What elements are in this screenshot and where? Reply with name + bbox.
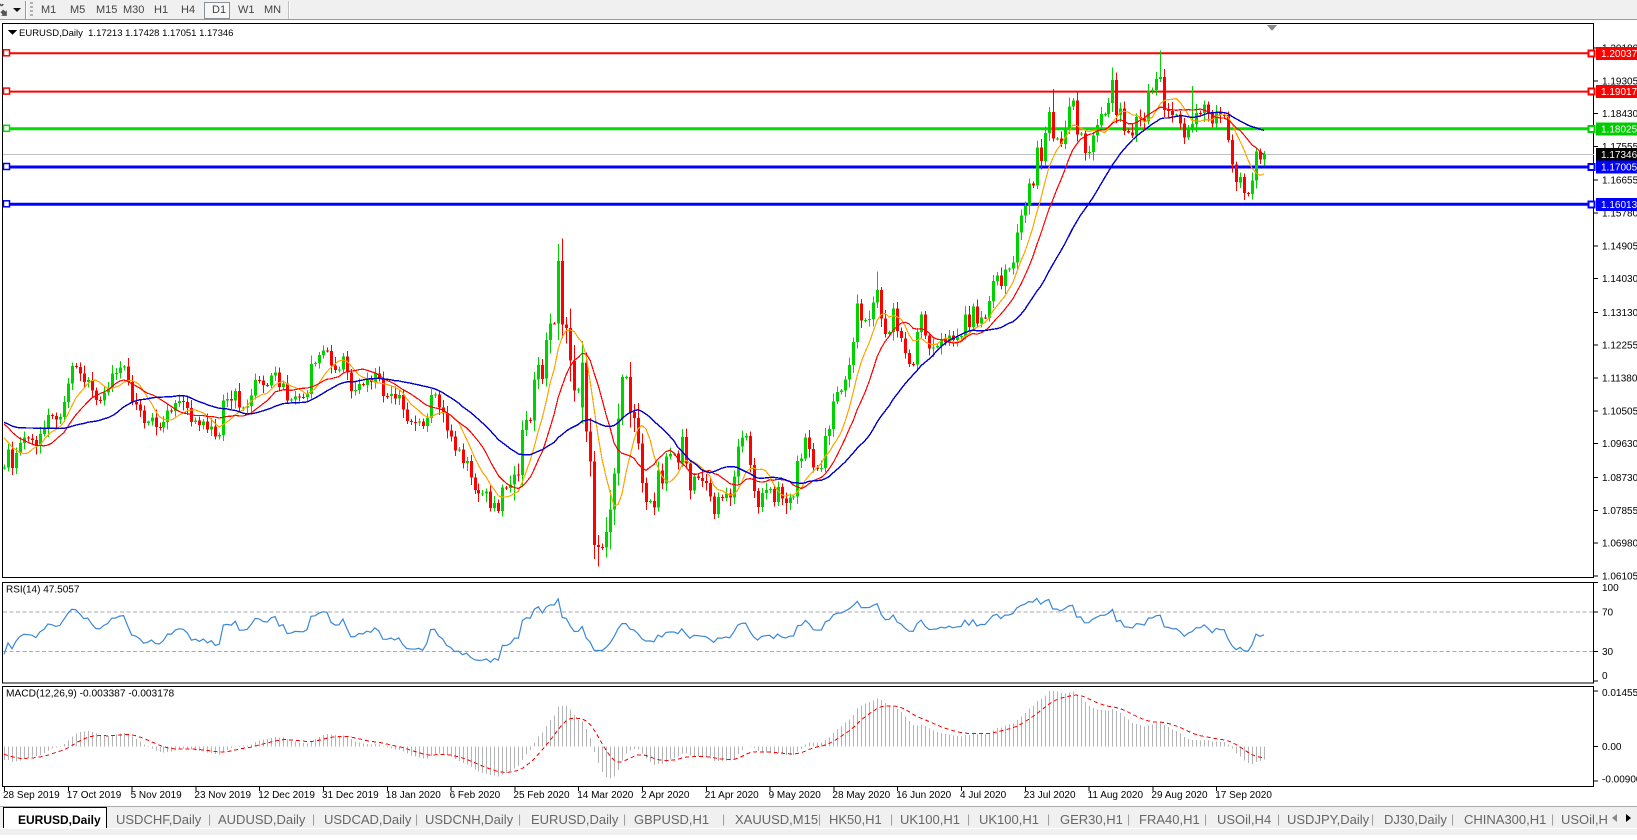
- svg-text:1.17555: 1.17555: [1602, 142, 1637, 153]
- svg-text:1.17346: 1.17346: [1601, 150, 1637, 161]
- svg-text:100: 100: [1602, 583, 1619, 594]
- svg-text:12 Dec 2019: 12 Dec 2019: [258, 790, 315, 801]
- svg-text:1.17005: 1.17005: [1601, 163, 1637, 174]
- svg-text:1.18025: 1.18025: [1601, 124, 1637, 135]
- svg-text:2 Apr 2020: 2 Apr 2020: [641, 790, 690, 801]
- svg-text:21 Apr 2020: 21 Apr 2020: [705, 790, 759, 801]
- svg-text:14 Mar 2020: 14 Mar 2020: [577, 790, 634, 801]
- svg-text:1.19017: 1.19017: [1601, 87, 1637, 98]
- svg-text:1.18430: 1.18430: [1602, 109, 1637, 120]
- svg-text:17 Sep 2020: 17 Sep 2020: [1215, 790, 1272, 801]
- svg-text:1.12255: 1.12255: [1602, 341, 1637, 352]
- svg-text:11 Aug 2020: 11 Aug 2020: [1088, 790, 1144, 801]
- svg-text:1.06980: 1.06980: [1602, 539, 1637, 550]
- svg-text:-0.009001: -0.009001: [1602, 775, 1637, 786]
- svg-text:23 Jul 2020: 23 Jul 2020: [1024, 790, 1076, 801]
- svg-text:1.15780: 1.15780: [1602, 209, 1637, 220]
- svg-text:25 Feb 2020: 25 Feb 2020: [513, 790, 570, 801]
- svg-text:1.13130: 1.13130: [1602, 308, 1637, 319]
- svg-text:16 Jun 2020: 16 Jun 2020: [896, 790, 951, 801]
- svg-text:28 May 2020: 28 May 2020: [832, 790, 890, 801]
- svg-text:1.16013: 1.16013: [1601, 200, 1637, 211]
- svg-text:EURUSD,Daily 1.17213 1.17428: EURUSD,Daily 1.17213 1.17428 1.17051 1.1…: [19, 28, 233, 39]
- svg-text:RSI(14) 47.5057: RSI(14) 47.5057: [6, 585, 80, 596]
- svg-text:1.16655: 1.16655: [1602, 176, 1637, 187]
- svg-text:0: 0: [1602, 671, 1608, 682]
- svg-text:1.09630: 1.09630: [1602, 439, 1637, 450]
- svg-text:18 Jan 2020: 18 Jan 2020: [386, 790, 441, 801]
- svg-text:28 Sep 2019: 28 Sep 2019: [3, 790, 60, 801]
- svg-text:9 May 2020: 9 May 2020: [769, 790, 822, 801]
- svg-text:1.10505: 1.10505: [1602, 406, 1637, 417]
- svg-text:29 Aug 2020: 29 Aug 2020: [1151, 790, 1208, 801]
- svg-text:30: 30: [1602, 647, 1614, 658]
- svg-text:1.20037: 1.20037: [1601, 49, 1637, 60]
- svg-text:MACD(12,26,9) -0.003387 -0.003: MACD(12,26,9) -0.003387 -0.003178: [6, 689, 175, 700]
- svg-text:17 Oct 2019: 17 Oct 2019: [67, 790, 122, 801]
- svg-text:70: 70: [1602, 608, 1614, 619]
- svg-text:5 Nov 2019: 5 Nov 2019: [131, 790, 183, 801]
- svg-text:6 Feb 2020: 6 Feb 2020: [450, 790, 501, 801]
- svg-text:1.19305: 1.19305: [1602, 76, 1637, 87]
- svg-text:1.14905: 1.14905: [1602, 241, 1637, 252]
- svg-text:31 Dec 2019: 31 Dec 2019: [322, 790, 379, 801]
- svg-text:0.014556: 0.014556: [1602, 688, 1637, 699]
- svg-text:1.07855: 1.07855: [1602, 506, 1637, 517]
- svg-text:23 Nov 2019: 23 Nov 2019: [194, 790, 251, 801]
- svg-text:4 Jul 2020: 4 Jul 2020: [960, 790, 1007, 801]
- svg-text:1.14030: 1.14030: [1602, 274, 1637, 285]
- svg-text:1.06105: 1.06105: [1602, 571, 1637, 582]
- svg-text:1.08730: 1.08730: [1602, 473, 1637, 484]
- svg-text:1.11380: 1.11380: [1602, 374, 1637, 385]
- svg-text:0.00: 0.00: [1602, 742, 1622, 753]
